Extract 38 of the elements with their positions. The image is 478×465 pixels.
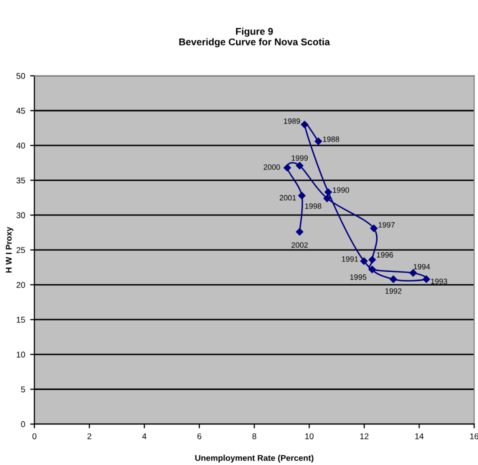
x-tick-label: 16	[470, 433, 478, 440]
y-tick-label: 40	[16, 142, 26, 149]
point	[368, 266, 376, 274]
x-axis-title: Unemployment Rate (Percent)	[195, 454, 314, 463]
point	[368, 256, 376, 264]
y-tick-label: 25	[16, 247, 26, 254]
y-tick-label: 30	[16, 212, 26, 218]
x-tick-label: 2	[87, 433, 92, 440]
point	[314, 138, 322, 145]
point	[323, 194, 331, 202]
point	[410, 269, 417, 277]
y-tick-label: 15	[16, 316, 26, 323]
x-tick-label: 14	[415, 433, 424, 440]
y-tick-label: 0	[21, 421, 26, 428]
point	[300, 120, 308, 128]
y-axis-title: H W I Proxy	[6, 226, 14, 273]
y-tick-label: 10	[16, 352, 26, 358]
point	[360, 257, 368, 265]
y-tick-label: 35	[16, 177, 26, 184]
y-tick-label: 50	[16, 72, 26, 79]
x-tick-label: 4	[142, 433, 146, 440]
point	[296, 162, 304, 170]
x-tick-label: 12	[360, 433, 368, 440]
y-tick-label: 5	[21, 386, 26, 392]
x-tick-label: 8	[252, 433, 256, 440]
x-tick-label: 0	[32, 433, 36, 440]
y-tick-label: 45	[16, 108, 26, 114]
point	[370, 224, 378, 232]
point	[284, 164, 291, 172]
x-tick-label: 6	[197, 433, 202, 440]
point	[298, 192, 306, 200]
x-tick-label: 10	[305, 433, 314, 440]
point	[324, 188, 332, 196]
y-tick-label: 20	[16, 282, 26, 288]
point	[422, 276, 430, 283]
chart-title: Figure 9 Beveridge Curve for Nova Scotia	[179, 28, 330, 48]
point	[296, 228, 304, 236]
point	[390, 276, 398, 283]
